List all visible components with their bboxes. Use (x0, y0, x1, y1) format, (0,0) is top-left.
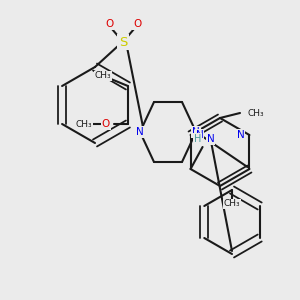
Text: N: N (136, 127, 144, 137)
Text: N: N (207, 134, 214, 144)
Text: S: S (119, 35, 127, 49)
Text: O: O (133, 19, 141, 29)
Text: O: O (105, 19, 113, 29)
Text: N: N (196, 130, 203, 140)
Text: CH₃: CH₃ (94, 71, 111, 80)
Text: H: H (194, 134, 201, 144)
Text: CH₃: CH₃ (248, 109, 265, 118)
Text: N: N (192, 127, 200, 137)
Text: O: O (102, 119, 110, 129)
Text: N: N (237, 130, 244, 140)
Text: CH₃: CH₃ (224, 200, 240, 208)
Text: CH₃: CH₃ (76, 119, 92, 128)
